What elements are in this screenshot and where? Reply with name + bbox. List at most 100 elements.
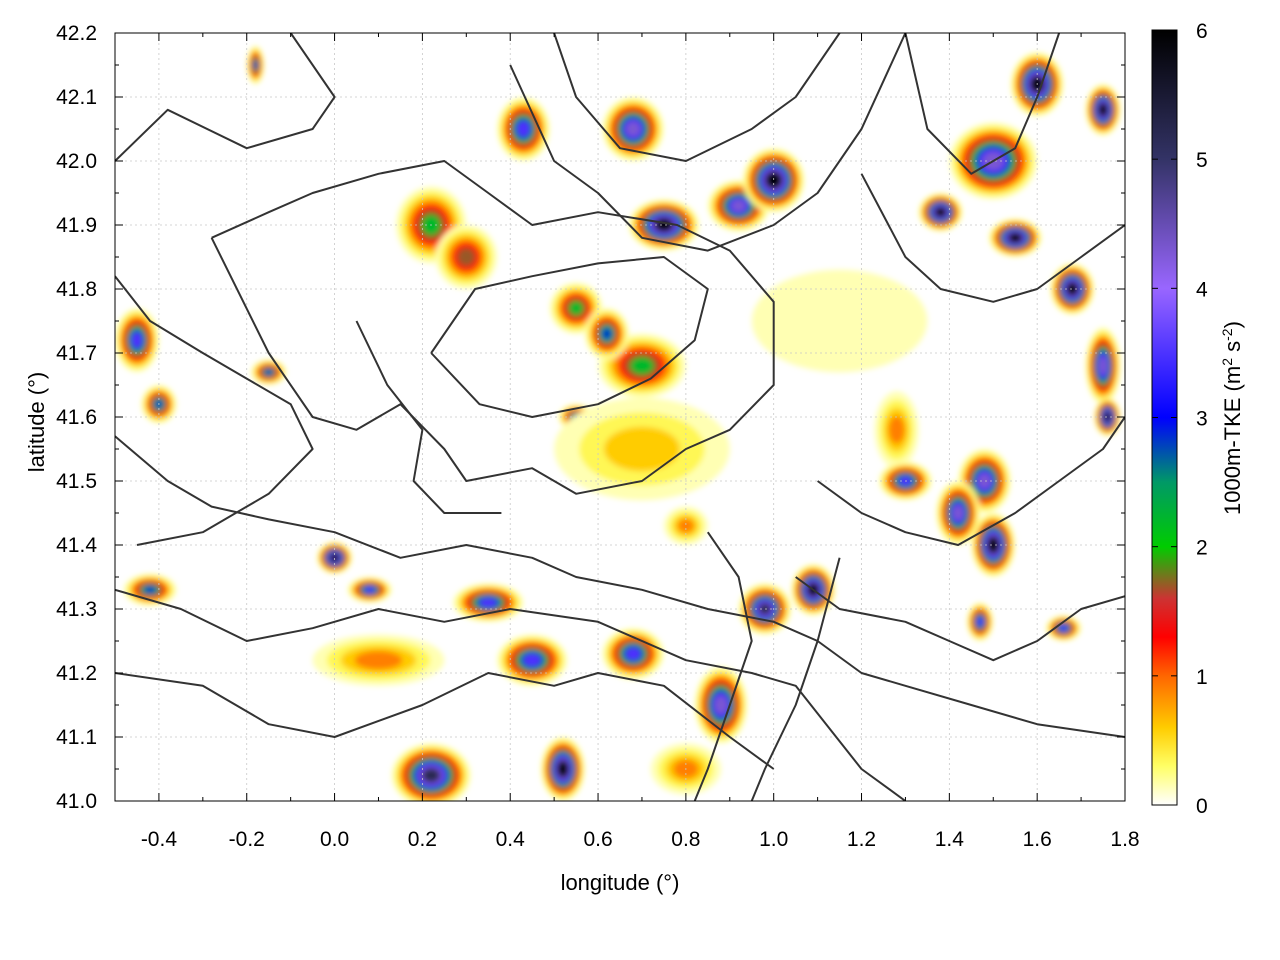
terrain-contour-1 [115,672,775,770]
tke-cell-10 [1085,84,1121,136]
terrain-contour-11 [795,576,1125,662]
y-tick-labels: 41.0 41.1 41.2 41.3 41.4 41.5 41.6 41.7 41.8 41.9… [56,22,97,813]
plot-area [114,32,1126,802]
x-axis-title: longitude (°) [561,870,680,895]
tke-cell-27 [115,308,159,373]
terrain-contour-14 [355,320,502,514]
tke-cell-37 [1045,615,1082,641]
tke-cell-23-level [479,597,497,608]
terrain-contour-7 [509,33,907,252]
y-tick-label: 41.2 [56,662,97,685]
tke-cell-25-level [364,586,376,593]
terrain-contour-12 [693,531,753,801]
tke-cell-35-level [1098,356,1108,375]
terrain-contour-13 [750,557,841,801]
colorbar-title: 1000m-TKE (m2 s-2) [1219,321,1245,515]
tke-cell-36 [1094,397,1121,437]
tke-cell-12 [1050,263,1095,315]
tke-cell-33-level [888,415,905,444]
colorbar-ticks: 0 1 2 3 4 5 6 [1152,20,1208,818]
tke-cell-39-level [677,518,694,533]
tke-cell-25 [347,577,392,603]
x-tick-label: 0.6 [583,828,612,851]
y-tick-label: 42.2 [56,22,97,45]
tke-cell-16 [598,333,686,398]
terrain-contour-2 [115,588,906,801]
tke-cell-32-level [952,505,964,521]
colorbar-tick-label: 2 [1196,537,1208,560]
x-tick-label: 0.2 [408,828,437,851]
tke-cell-0 [391,743,471,801]
terrain-contour-6 [553,33,841,162]
tke-cell-28-level [264,368,274,376]
x-tick-label: 0.0 [320,828,349,851]
terrain-contour-8 [860,173,1125,303]
tke-cell-8-level [935,208,946,217]
tke-cell-38-level [976,617,984,627]
terrain-contour-3 [115,33,336,162]
x-tick-label: -0.4 [141,828,178,851]
x-tick-labels: -0.4 -0.2 0.0 0.2 0.4 0.6 0.8 1.0 1.2 1.4 1.6 1.8 [141,828,1140,851]
colorbar-tick-label: 4 [1196,278,1208,301]
y-tick-label: 42.1 [56,86,97,109]
terrain-contour-9 [904,33,1061,175]
tke-cell-3-level [731,199,746,212]
tke-cell-39 [663,506,708,545]
tke-cell-10-level [1099,104,1107,116]
tke-cell-15-level [568,301,584,316]
tke-cell-26-level [143,585,157,594]
tke-cell-20-level [714,696,728,714]
tke-cell-4 [742,148,805,213]
tke-cell-33 [874,391,919,469]
tke-cell-37-level [1059,625,1068,632]
tke-cell-45 [751,269,928,373]
tke-cell-14-level [457,247,476,267]
tke-cell-0-level [422,768,441,783]
tke-cell-5-level [625,121,641,137]
colorbar-title-main: 1000m-TKE (m [1220,366,1245,515]
y-tick-label: 41.5 [56,470,97,493]
tke-cell-20 [694,666,748,744]
terrain-contours [115,33,1125,801]
tke-cell-17-level [601,327,613,341]
terrain-contour-10 [817,416,1125,546]
colorbar-tick-label: 5 [1196,149,1208,172]
tke-cell-42-level [354,650,403,670]
x-tick-label: -0.2 [229,828,265,851]
tke-cell-42 [312,634,445,686]
terrain-contour-5 [430,256,709,418]
x-tick-label: 0.4 [496,828,526,851]
y-tick-label: 41.9 [56,214,97,237]
y-tick-label: 41.4 [56,534,97,557]
tke-cell-32 [936,481,981,545]
tke-cell-17 [584,308,629,360]
tke-cell-1-level [558,761,568,777]
y-tick-label: 41.3 [56,598,97,621]
tke-cell-45-level [751,269,928,373]
y-tick-label: 41.0 [56,790,97,813]
tke-cell-30 [971,513,1016,577]
tke-cell-19 [738,583,792,635]
colorbar-tick-label: 3 [1196,408,1208,431]
y-tick-label: 41.8 [56,278,97,301]
y-tick-label: 42.0 [56,150,97,173]
tke-cell-19-level [758,603,771,615]
tke-cell-23 [453,583,524,622]
tke-cell-1 [540,737,585,801]
x-tick-label: 1.2 [847,828,876,851]
y-tick-label: 41.7 [56,342,97,365]
tke-cell-12-level [1067,283,1078,295]
y-tick-label: 41.6 [56,406,97,429]
tke-cell-27-level [131,332,143,349]
tke-cell-16-level [630,357,654,375]
tke-cell-36-level [1104,412,1111,422]
tke-cell-11 [988,218,1042,257]
tke-cell-44 [554,397,730,501]
tke-cell-21-level [625,647,641,661]
tke-cell-44-level [603,426,681,472]
colorbar-tick-label: 0 [1196,795,1208,818]
terrain-contour-0 [115,435,1125,738]
tke-cell-22-level [523,653,541,667]
